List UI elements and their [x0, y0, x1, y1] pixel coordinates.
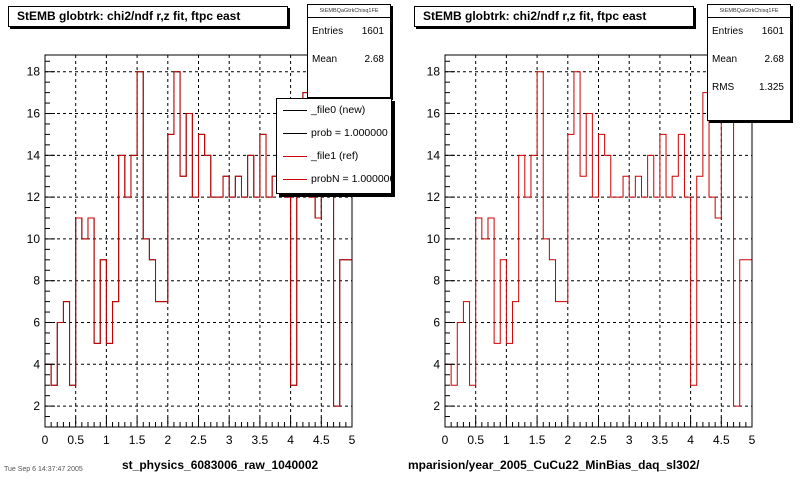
x-tick-label: 2: [164, 433, 171, 447]
x-tick-label: 5: [749, 433, 756, 447]
x-tick-label: 3: [626, 433, 633, 447]
x-tick-label: 4: [287, 433, 294, 447]
pad2-stats-mean-value: 2.68: [764, 54, 784, 65]
pad1-stats-entries-value: 1601: [361, 26, 384, 37]
x-tick-label: 1: [103, 433, 110, 447]
pad2-stats-rms-label: RMS: [712, 82, 735, 93]
legend-label-prob: prob = 1.000000: [311, 127, 388, 139]
y-tick-label: 14: [27, 148, 41, 162]
pad1-legend[interactable]: _file0 (new) prob = 1.000000 _file1 (ref…: [276, 98, 392, 194]
legend-entry-prob: prob = 1.000000: [277, 122, 391, 145]
pad1-stats-mean-row: Mean 2.68: [308, 46, 390, 74]
y-tick-label: 4: [33, 357, 40, 371]
x-tick-label: 0: [42, 433, 49, 447]
footer-timestamp: Tue Sep 6 14:37:47 2005: [4, 466, 83, 473]
x-tick-label: 1.5: [529, 433, 546, 447]
pad1-file-label: st_physics_6083006_raw_1040002: [122, 458, 319, 472]
x-tick-label: 0.5: [67, 433, 84, 447]
pad2-stats-rms-row: RMS 1.325: [708, 74, 790, 102]
y-tick-label: 12: [427, 190, 441, 204]
pad2-stats-entries-row: Entries 1601: [708, 18, 790, 46]
legend-label-probn: probN = 1.000000: [311, 173, 392, 185]
pad2-stats-histname: StEMBQaGtrkChisq1FE: [708, 5, 790, 18]
pad2-stats-mean-label: Mean: [712, 54, 738, 65]
pad1-stats-entries-row: Entries 1601: [308, 18, 390, 46]
x-tick-label: 3.5: [252, 433, 269, 447]
legend-entry-probn: probN = 1.000000: [277, 168, 391, 191]
x-tick-label: 1.5: [129, 433, 146, 447]
histogram-series--file1-ref-: [444, 71, 753, 427]
x-tick-label: 2: [564, 433, 571, 447]
legend-label-file0: _file0 (new): [311, 104, 366, 116]
pad2-title: StEMB globtrk: chi2/ndf r,z fit, ftpc ea…: [414, 6, 694, 27]
x-tick-label: 3.5: [652, 433, 669, 447]
y-tick-label: 2: [433, 399, 440, 413]
x-tick-label: 0: [442, 433, 449, 447]
y-tick-label: 10: [27, 232, 41, 246]
y-tick-label: 18: [427, 65, 441, 79]
y-tick-label: 18: [27, 65, 41, 79]
y-tick-label: 6: [33, 316, 40, 330]
y-tick-label: 12: [27, 190, 41, 204]
legend-entry-file1: _file1 (ref): [277, 145, 391, 168]
y-tick-label: 16: [427, 107, 441, 121]
y-tick-label: 8: [33, 274, 40, 288]
y-tick-label: 8: [433, 274, 440, 288]
x-tick-label: 2.5: [190, 433, 207, 447]
pad2-stats-entries-value: 1601: [761, 26, 784, 37]
y-tick-label: 16: [27, 107, 41, 121]
pad1-title: StEMB globtrk: chi2/ndf r,z fit, ftpc ea…: [8, 6, 288, 27]
pad2-stats-mean-row: Mean 2.68: [708, 46, 790, 74]
histogram-pad-2: 0 0.5 1 1.5 2 2.5 3 3.5 4 4.5 5 2 4 6 8 10 12 14 16 18: [427, 54, 756, 447]
pad2-file-label: mparision/year_2005_CuCu22_MinBias_daq_s…: [408, 458, 700, 472]
pad1-stats-box[interactable]: StEMBQaGtrkChisq1FE Entries 1601 Mean 2.…: [307, 4, 391, 98]
x-tick-label: 1: [503, 433, 510, 447]
pad1-stats-mean-label: Mean: [312, 54, 338, 65]
x-tick-label: 0.5: [467, 433, 484, 447]
pad2-stats-box[interactable]: StEMBQaGtrkChisq1FE Entries 1601 Mean 2.…: [707, 4, 791, 121]
x-tick-label: 3: [226, 433, 233, 447]
legend-label-file1: _file1 (ref): [311, 150, 359, 162]
y-tick-label: 14: [427, 148, 441, 162]
pad2-stats-rms-value: 1.325: [758, 82, 784, 93]
x-tick-label: 4.5: [713, 433, 730, 447]
x-tick-label: 4.5: [313, 433, 330, 447]
legend-line-red: [283, 179, 307, 180]
pad2-stats-entries-label: Entries: [712, 26, 744, 37]
histogram-series--file1-ref-: [44, 71, 353, 427]
pad1-stats-entries-label: Entries: [312, 26, 344, 37]
y-tick-label: 2: [33, 399, 40, 413]
pad1-stats-mean-value: 2.68: [364, 54, 384, 65]
legend-line-red: [283, 156, 307, 157]
legend-line-black: [283, 110, 307, 111]
x-tick-label: 5: [349, 433, 356, 447]
y-tick-label: 4: [433, 357, 440, 371]
y-tick-label: 6: [433, 316, 440, 330]
legend-entry-file0: _file0 (new): [277, 99, 391, 122]
x-tick-label: 2.5: [590, 433, 607, 447]
y-tick-label: 10: [427, 232, 441, 246]
x-tick-label: 4: [687, 433, 694, 447]
legend-line-black: [283, 133, 307, 134]
pad1-stats-histname: StEMBQaGtrkChisq1FE: [308, 5, 390, 18]
